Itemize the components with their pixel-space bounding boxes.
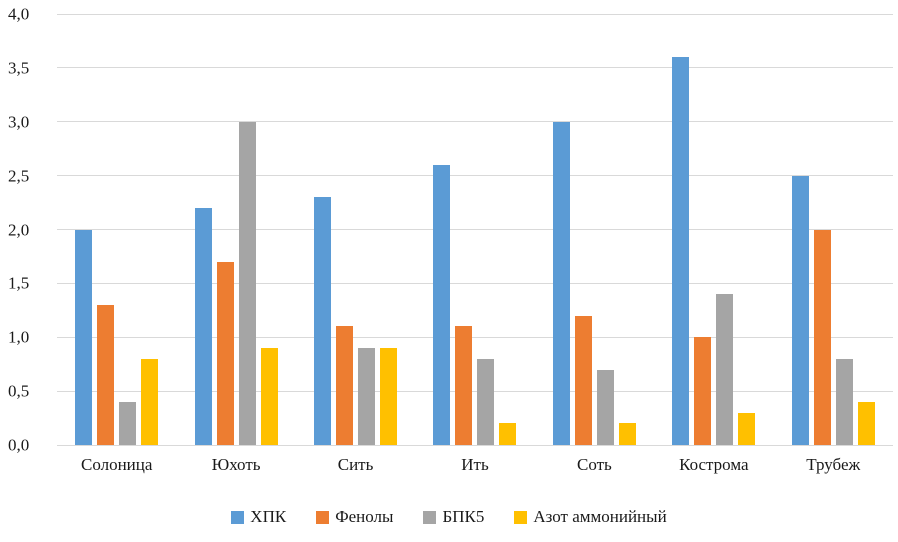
bar	[358, 348, 376, 445]
bar	[477, 358, 495, 445]
bar	[216, 261, 234, 445]
gridline	[57, 282, 893, 284]
bar	[314, 197, 332, 445]
plot-area	[57, 13, 893, 446]
x-axis-category-label: Сить	[337, 455, 374, 474]
x-axis-category-label: Соть	[577, 455, 612, 474]
legend-label: Фенолы	[335, 507, 394, 526]
bar-group	[296, 14, 415, 445]
bar	[380, 348, 398, 445]
y-axis-tick-label: 2,5	[8, 166, 30, 186]
gridline	[57, 67, 893, 69]
x-axis-category-label: Кострома	[679, 455, 749, 474]
y-axis-tick-label: 0,5	[8, 381, 30, 401]
legend-item: Азот аммонийный	[514, 507, 667, 527]
gridline	[57, 336, 893, 338]
y-axis-tick-label: 2,0	[8, 220, 30, 239]
bar	[433, 164, 451, 445]
bar	[260, 348, 278, 445]
legend-label: ХПК	[250, 507, 287, 526]
bar-group	[774, 14, 893, 445]
gridline	[57, 121, 893, 123]
gridline	[57, 13, 893, 15]
bar	[499, 423, 517, 445]
bar	[596, 369, 614, 445]
x-axis-category-label: Ить	[461, 455, 489, 474]
bar	[97, 304, 115, 445]
y-axis-tick-label: 3,5	[8, 58, 30, 78]
gridline	[57, 390, 893, 392]
legend-label: БПК5	[442, 507, 485, 526]
bar	[738, 412, 756, 445]
legend-marker	[231, 510, 245, 524]
bar	[835, 358, 853, 445]
bar	[194, 207, 212, 445]
gridline	[57, 229, 893, 230]
y-axis-tick-label: 1,0	[8, 327, 30, 347]
x-axis-category-label: Солоница	[80, 455, 153, 474]
legend-marker	[423, 510, 437, 524]
legend-label: Азот аммонийный	[533, 507, 667, 526]
bar	[618, 423, 636, 445]
gridlines	[57, 13, 893, 446]
gridline	[57, 175, 893, 177]
bar	[119, 401, 137, 445]
bar	[552, 121, 570, 445]
bar-group	[654, 14, 773, 445]
y-axis-tick-label: 0,0	[8, 435, 30, 455]
legend-marker	[514, 510, 528, 524]
bar	[857, 401, 875, 445]
y-axis-tick-label: 1,5	[8, 273, 30, 293]
bar-group	[57, 14, 176, 445]
bar	[791, 175, 809, 445]
legend: ХПК Фенолы БПК5 Азот аммонийный	[0, 507, 898, 527]
y-axis-tick-label: 3,0	[8, 112, 30, 132]
x-axis-category-label: Трубеж	[806, 455, 861, 474]
bar-group	[415, 14, 534, 445]
y-axis-tick-label: 4,0	[8, 4, 30, 24]
bar	[238, 121, 256, 445]
legend-marker	[316, 510, 330, 524]
bar	[141, 358, 159, 445]
bar	[716, 294, 734, 445]
bar	[455, 326, 473, 445]
bar-group	[176, 14, 295, 445]
bar	[694, 337, 712, 445]
bar-groups	[57, 14, 893, 445]
bar	[672, 57, 690, 445]
bar	[75, 229, 93, 445]
bar	[574, 315, 592, 445]
gridline	[57, 444, 893, 446]
legend-item: Фенолы	[316, 507, 393, 527]
x-axis: Солоница Юхоть Сить Ить Соть Кострома Трубеж	[57, 455, 893, 475]
legend-item: ХПК	[231, 507, 286, 527]
legend-item: БПК5	[423, 507, 484, 527]
bar	[336, 326, 354, 445]
x-axis-category-label: Юхоть	[211, 455, 261, 474]
bar-group	[535, 14, 654, 445]
bar	[813, 229, 831, 445]
